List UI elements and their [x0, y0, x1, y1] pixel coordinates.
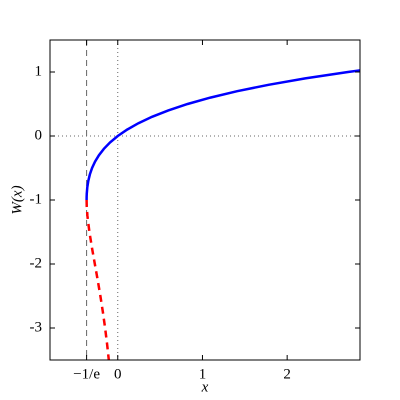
y-tick-label: -3 — [30, 319, 43, 335]
y-axis-label: W(x) — [9, 185, 25, 214]
curve — [85, 199, 111, 360]
y-tick-label: 0 — [35, 127, 43, 143]
plot-frame — [49, 39, 361, 361]
x-axis-label: x — [201, 379, 209, 395]
reference-lines — [50, 40, 360, 360]
plot-lines — [85, 69, 360, 360]
x-tick-label: 2 — [283, 366, 291, 382]
x-tick-label: 1 — [199, 366, 207, 382]
x-tick-label: −1/e — [73, 366, 100, 382]
y-tick-label: 1 — [35, 63, 43, 79]
x-tick-label: 0 — [114, 366, 122, 382]
y-tick-label: -2 — [30, 255, 43, 271]
y-tick-label: -1 — [30, 191, 43, 207]
curve — [85, 69, 360, 201]
